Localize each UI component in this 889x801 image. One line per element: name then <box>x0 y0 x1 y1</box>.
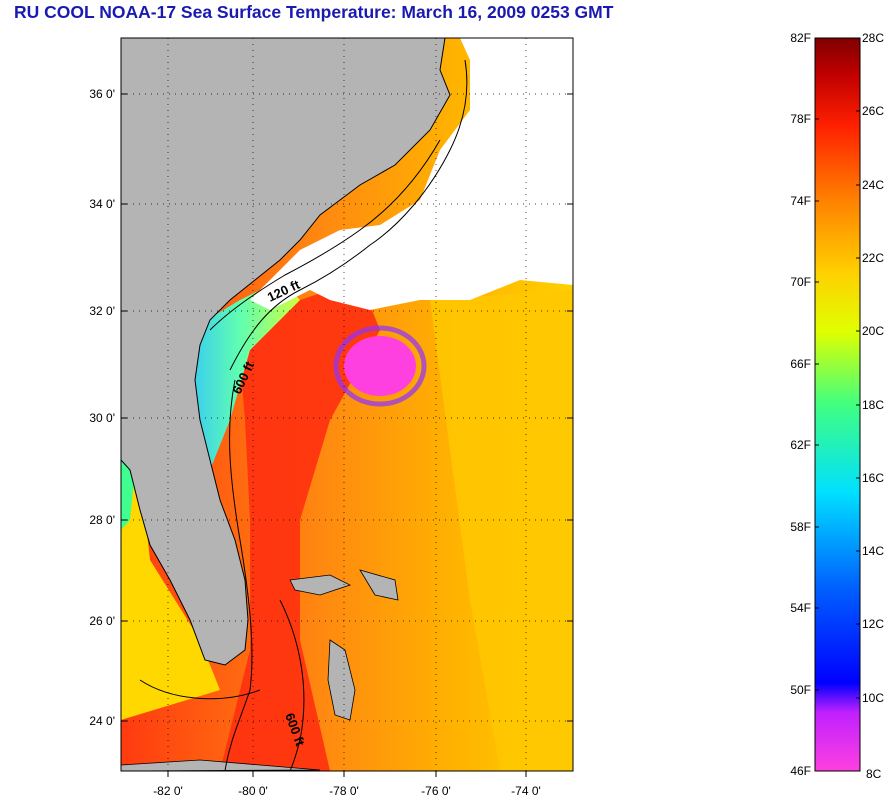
lat-label: 36 0' <box>89 87 115 101</box>
gulf-stream <box>220 280 380 771</box>
cold-eddy <box>344 336 416 396</box>
lat-label: 26 0' <box>89 614 115 628</box>
colorbar-c-label: 14C <box>862 544 884 558</box>
colorbar-f-label: 74F <box>790 194 811 208</box>
colorbar-c-label: 10C <box>862 691 884 705</box>
us-land <box>121 38 451 666</box>
colorbar-f-label: 82F <box>790 31 811 45</box>
colorbar-f-label: 58F <box>790 520 811 534</box>
shelf-water <box>180 280 300 470</box>
lat-label: 28 0' <box>89 513 115 527</box>
colorbar-c-label: 12C <box>862 617 884 631</box>
cold-eddy-edge <box>333 325 427 407</box>
lon-label: -82 0' <box>153 784 183 798</box>
map-frame <box>120 37 574 772</box>
colorbar-c-label: 8C <box>866 767 882 781</box>
colorbar-f-label: 50F <box>790 683 811 697</box>
offshore-warm-region <box>430 290 573 771</box>
grand-bahama <box>289 574 352 596</box>
colorbar: 82F 78F 74F 70F 66F 62F 58F 54F 50F 46F … <box>790 31 884 781</box>
page-title: RU COOL NOAA-17 Sea Surface Temperature:… <box>14 2 614 22</box>
colorbar-f-label: 62F <box>790 438 811 452</box>
contour-600ft <box>229 59 468 371</box>
colorbar-f-label: 78F <box>790 112 811 126</box>
contour-straits <box>139 679 261 700</box>
abaco-island <box>359 569 399 601</box>
colorbar-c-label: 16C <box>862 471 884 485</box>
contour-bahamas <box>279 599 305 771</box>
colorbar-c-label: 20C <box>862 324 884 338</box>
colorbar-c-label: 26C <box>862 104 884 118</box>
cuba-land <box>121 759 321 771</box>
lat-label: 34 0' <box>89 197 115 211</box>
lat-label: 24 0' <box>89 714 115 728</box>
map-ticks <box>121 93 573 777</box>
lon-label: -76 0' <box>421 784 451 798</box>
lon-label: -78 0' <box>329 784 359 798</box>
colorbar-gradient <box>814 37 861 772</box>
lon-label: -80 0' <box>238 784 268 798</box>
colorbar-f-label: 54F <box>790 601 811 615</box>
andros-island <box>327 639 356 721</box>
colorbar-f-ticks <box>815 37 819 772</box>
lon-label: -74 0' <box>511 784 541 798</box>
contour-120ft <box>209 139 441 331</box>
map-grid <box>121 38 573 771</box>
colorbar-f-label: 66F <box>790 357 811 371</box>
colorbar-c-label: 18C <box>862 398 884 412</box>
colorbar-c-label: 24C <box>862 178 884 192</box>
lat-label: 32 0' <box>89 304 115 318</box>
colorbar-c-ticks <box>856 37 860 772</box>
contour-florida-600ft <box>224 379 253 771</box>
colorbar-c-label: 22C <box>862 251 884 265</box>
cloud-patch <box>470 215 560 260</box>
colorbar-f-label: 46F <box>790 764 811 778</box>
colorbar-f-label: 70F <box>790 275 811 289</box>
colorbar-c-label: 28C <box>862 31 884 45</box>
map-area <box>121 38 573 771</box>
lat-label: 30 0' <box>89 411 115 425</box>
